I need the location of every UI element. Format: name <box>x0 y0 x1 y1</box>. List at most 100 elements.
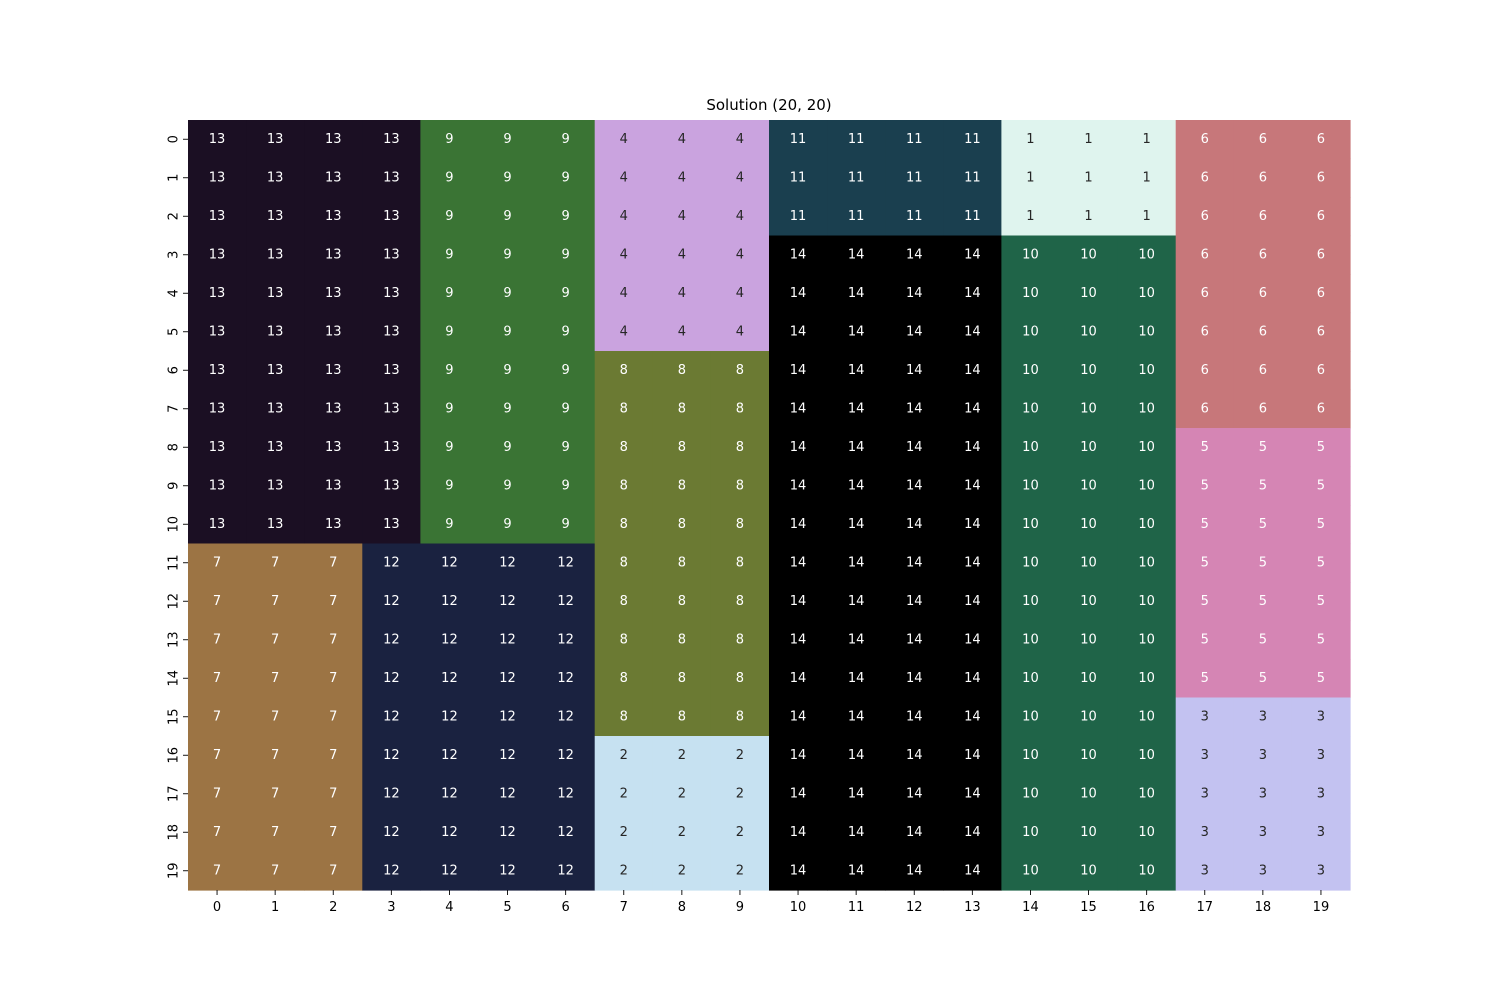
heatmap-cell <box>188 466 247 506</box>
x-tick-label: 0 <box>213 900 221 915</box>
cell-label: 7 <box>271 594 279 609</box>
cell-label: 12 <box>441 671 458 686</box>
cell-label: 13 <box>383 209 400 224</box>
cell-label: 11 <box>964 170 981 185</box>
heatmap-cell <box>1291 697 1351 737</box>
cell-label: 6 <box>1259 324 1267 339</box>
y-tick-label: 5 <box>167 328 182 336</box>
cell-label: 14 <box>790 555 807 570</box>
heatmap-cell <box>478 389 538 429</box>
heatmap-cell <box>188 274 247 314</box>
heatmap-cell <box>1001 813 1061 853</box>
cell-label: 10 <box>1138 786 1155 801</box>
cell-label: 13 <box>383 170 400 185</box>
heatmap-cell <box>710 235 770 275</box>
heatmap-cell <box>885 274 944 314</box>
cell-label: 12 <box>441 594 458 609</box>
x-tick-label: 1 <box>271 900 279 915</box>
cell-label: 5 <box>1201 594 1209 609</box>
heatmap-cell <box>710 774 770 814</box>
cell-label: 9 <box>445 170 453 185</box>
x-tick-label: 12 <box>906 900 923 915</box>
x-tick-label: 16 <box>1138 900 1155 915</box>
cell-label: 13 <box>209 440 226 455</box>
heatmap-cell <box>188 158 247 198</box>
cell-label: 12 <box>441 709 458 724</box>
cell-label: 6 <box>1317 286 1325 301</box>
heatmap-cell <box>304 774 363 814</box>
cell-label: 10 <box>1138 324 1155 339</box>
heatmap-cell <box>188 851 247 891</box>
heatmap-cell <box>1117 197 1177 237</box>
y-tick-label: 19 <box>167 862 182 879</box>
cell-label: 2 <box>736 825 744 840</box>
heatmap-cell <box>1059 620 1119 660</box>
heatmap-cell <box>1059 697 1119 737</box>
cell-label: 13 <box>383 363 400 378</box>
heatmap-cell <box>420 774 480 814</box>
heatmap-cell <box>652 351 712 391</box>
heatmap-cell <box>362 197 421 237</box>
cell-label: 7 <box>329 594 337 609</box>
heatmap-cell <box>1291 543 1351 583</box>
heatmap-cell <box>652 197 712 237</box>
heatmap-cell <box>536 543 596 583</box>
cell-label: 14 <box>848 401 865 416</box>
cell-label: 3 <box>1317 786 1325 801</box>
cell-label: 1 <box>1143 209 1151 224</box>
heatmap-cell <box>594 428 654 468</box>
cell-label: 9 <box>445 324 453 339</box>
heatmap-cell <box>652 697 712 737</box>
heatmap-cell <box>1117 120 1177 160</box>
heatmap-cell <box>304 813 363 853</box>
cell-label: 5 <box>1201 440 1209 455</box>
cell-label: 10 <box>1022 863 1039 878</box>
heatmap-cell <box>827 120 886 160</box>
heatmap-cell <box>1291 389 1351 429</box>
heatmap-cell <box>827 620 886 660</box>
heatmap-cell <box>1291 428 1351 468</box>
heatmap-cell <box>246 659 305 699</box>
cell-label: 4 <box>678 247 686 262</box>
cell-label: 14 <box>848 555 865 570</box>
heatmap-cell <box>827 389 886 429</box>
heatmap-cell <box>652 813 712 853</box>
cell-label: 12 <box>383 555 400 570</box>
heatmap-cell <box>362 466 421 506</box>
heatmap-cell <box>420 543 480 583</box>
heatmap-cell <box>362 543 421 583</box>
cell-label: 8 <box>678 363 686 378</box>
y-tick-label: 10 <box>167 516 182 533</box>
cell-label: 13 <box>383 440 400 455</box>
cell-label: 11 <box>790 132 807 147</box>
cell-label: 5 <box>1317 517 1325 532</box>
heatmap-cell <box>362 351 421 391</box>
cell-label: 12 <box>499 671 516 686</box>
cell-label: 7 <box>213 594 221 609</box>
heatmap-cell <box>1175 235 1235 275</box>
cell-label: 5 <box>1201 555 1209 570</box>
heatmap-cell <box>1001 428 1061 468</box>
heatmap-cell <box>536 235 596 275</box>
cell-label: 14 <box>964 401 981 416</box>
cell-label: 13 <box>267 478 284 493</box>
cell-label: 7 <box>271 671 279 686</box>
heatmap-cell <box>1059 428 1119 468</box>
heatmap-cell <box>594 120 654 160</box>
cell-label: 8 <box>736 401 744 416</box>
heatmap-cell <box>769 389 828 429</box>
cell-label: 8 <box>678 555 686 570</box>
cell-label: 14 <box>906 324 923 339</box>
heatmap-cell <box>885 389 944 429</box>
heatmap-cell <box>1001 505 1061 545</box>
heatmap-cell <box>1059 543 1119 583</box>
cell-label: 7 <box>329 863 337 878</box>
heatmap-cell <box>594 274 654 314</box>
cell-label: 14 <box>906 555 923 570</box>
cell-label: 11 <box>906 209 923 224</box>
cell-label: 14 <box>906 632 923 647</box>
cell-label: 6 <box>1201 401 1209 416</box>
y-tick-label: 4 <box>167 289 182 297</box>
heatmap-cell <box>420 197 480 237</box>
heatmap-cell <box>943 736 1002 776</box>
